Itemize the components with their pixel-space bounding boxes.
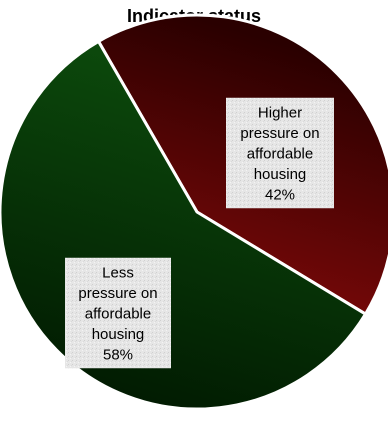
slice-label-1: Higher pressure on affordable housing 42% [226, 97, 334, 209]
slice-label-line: affordable [247, 146, 313, 163]
slice-label-line: Less [102, 265, 134, 282]
slice-label-line: pressure on [240, 125, 319, 142]
slice-label-line: housing [254, 166, 307, 183]
slice-label-line: affordable [85, 306, 151, 323]
slice-value-label: 58% [103, 347, 133, 364]
slice-label-line: pressure on [78, 285, 157, 302]
pie-labels: Higher pressure on affordable housing 42% Les… [65, 97, 334, 369]
slice-label-2: Less pressure on affordable housing 58% [65, 257, 171, 369]
slice-label-text-2: Less pressure on affordable housing 58% [78, 265, 157, 364]
slice-label-text-1: Higher pressure on affordable housing 42% [240, 105, 319, 204]
slice-label-box-2 [65, 257, 171, 369]
slice-label-line: Higher [258, 105, 302, 122]
slice-label-line: housing [92, 326, 145, 343]
slice-value-label: 42% [265, 187, 295, 204]
slice-label-box-1 [226, 97, 334, 209]
pie-slices [0, 13, 388, 411]
